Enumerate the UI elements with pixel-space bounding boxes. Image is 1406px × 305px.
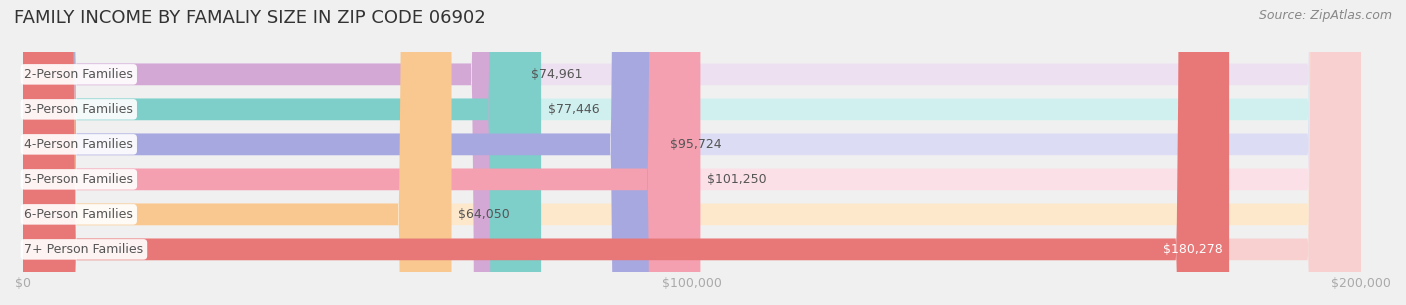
Text: $64,050: $64,050 [458, 208, 510, 221]
Text: Source: ZipAtlas.com: Source: ZipAtlas.com [1258, 9, 1392, 22]
FancyBboxPatch shape [22, 0, 524, 305]
Text: $74,961: $74,961 [531, 68, 582, 81]
FancyBboxPatch shape [22, 0, 1229, 305]
FancyBboxPatch shape [22, 0, 1361, 305]
Text: 2-Person Families: 2-Person Families [24, 68, 134, 81]
Text: 3-Person Families: 3-Person Families [24, 103, 134, 116]
Text: $180,278: $180,278 [1163, 243, 1222, 256]
FancyBboxPatch shape [22, 0, 700, 305]
Text: $95,724: $95,724 [671, 138, 721, 151]
Text: $101,250: $101,250 [707, 173, 766, 186]
Text: 6-Person Families: 6-Person Families [24, 208, 134, 221]
FancyBboxPatch shape [22, 0, 1361, 305]
FancyBboxPatch shape [22, 0, 1361, 305]
FancyBboxPatch shape [22, 0, 1361, 305]
Text: 5-Person Families: 5-Person Families [24, 173, 134, 186]
Text: 7+ Person Families: 7+ Person Families [24, 243, 143, 256]
Text: $77,446: $77,446 [548, 103, 599, 116]
FancyBboxPatch shape [22, 0, 541, 305]
Text: FAMILY INCOME BY FAMALIY SIZE IN ZIP CODE 06902: FAMILY INCOME BY FAMALIY SIZE IN ZIP COD… [14, 9, 486, 27]
Text: 4-Person Families: 4-Person Families [24, 138, 134, 151]
FancyBboxPatch shape [22, 0, 1361, 305]
FancyBboxPatch shape [22, 0, 1361, 305]
FancyBboxPatch shape [22, 0, 664, 305]
FancyBboxPatch shape [22, 0, 451, 305]
